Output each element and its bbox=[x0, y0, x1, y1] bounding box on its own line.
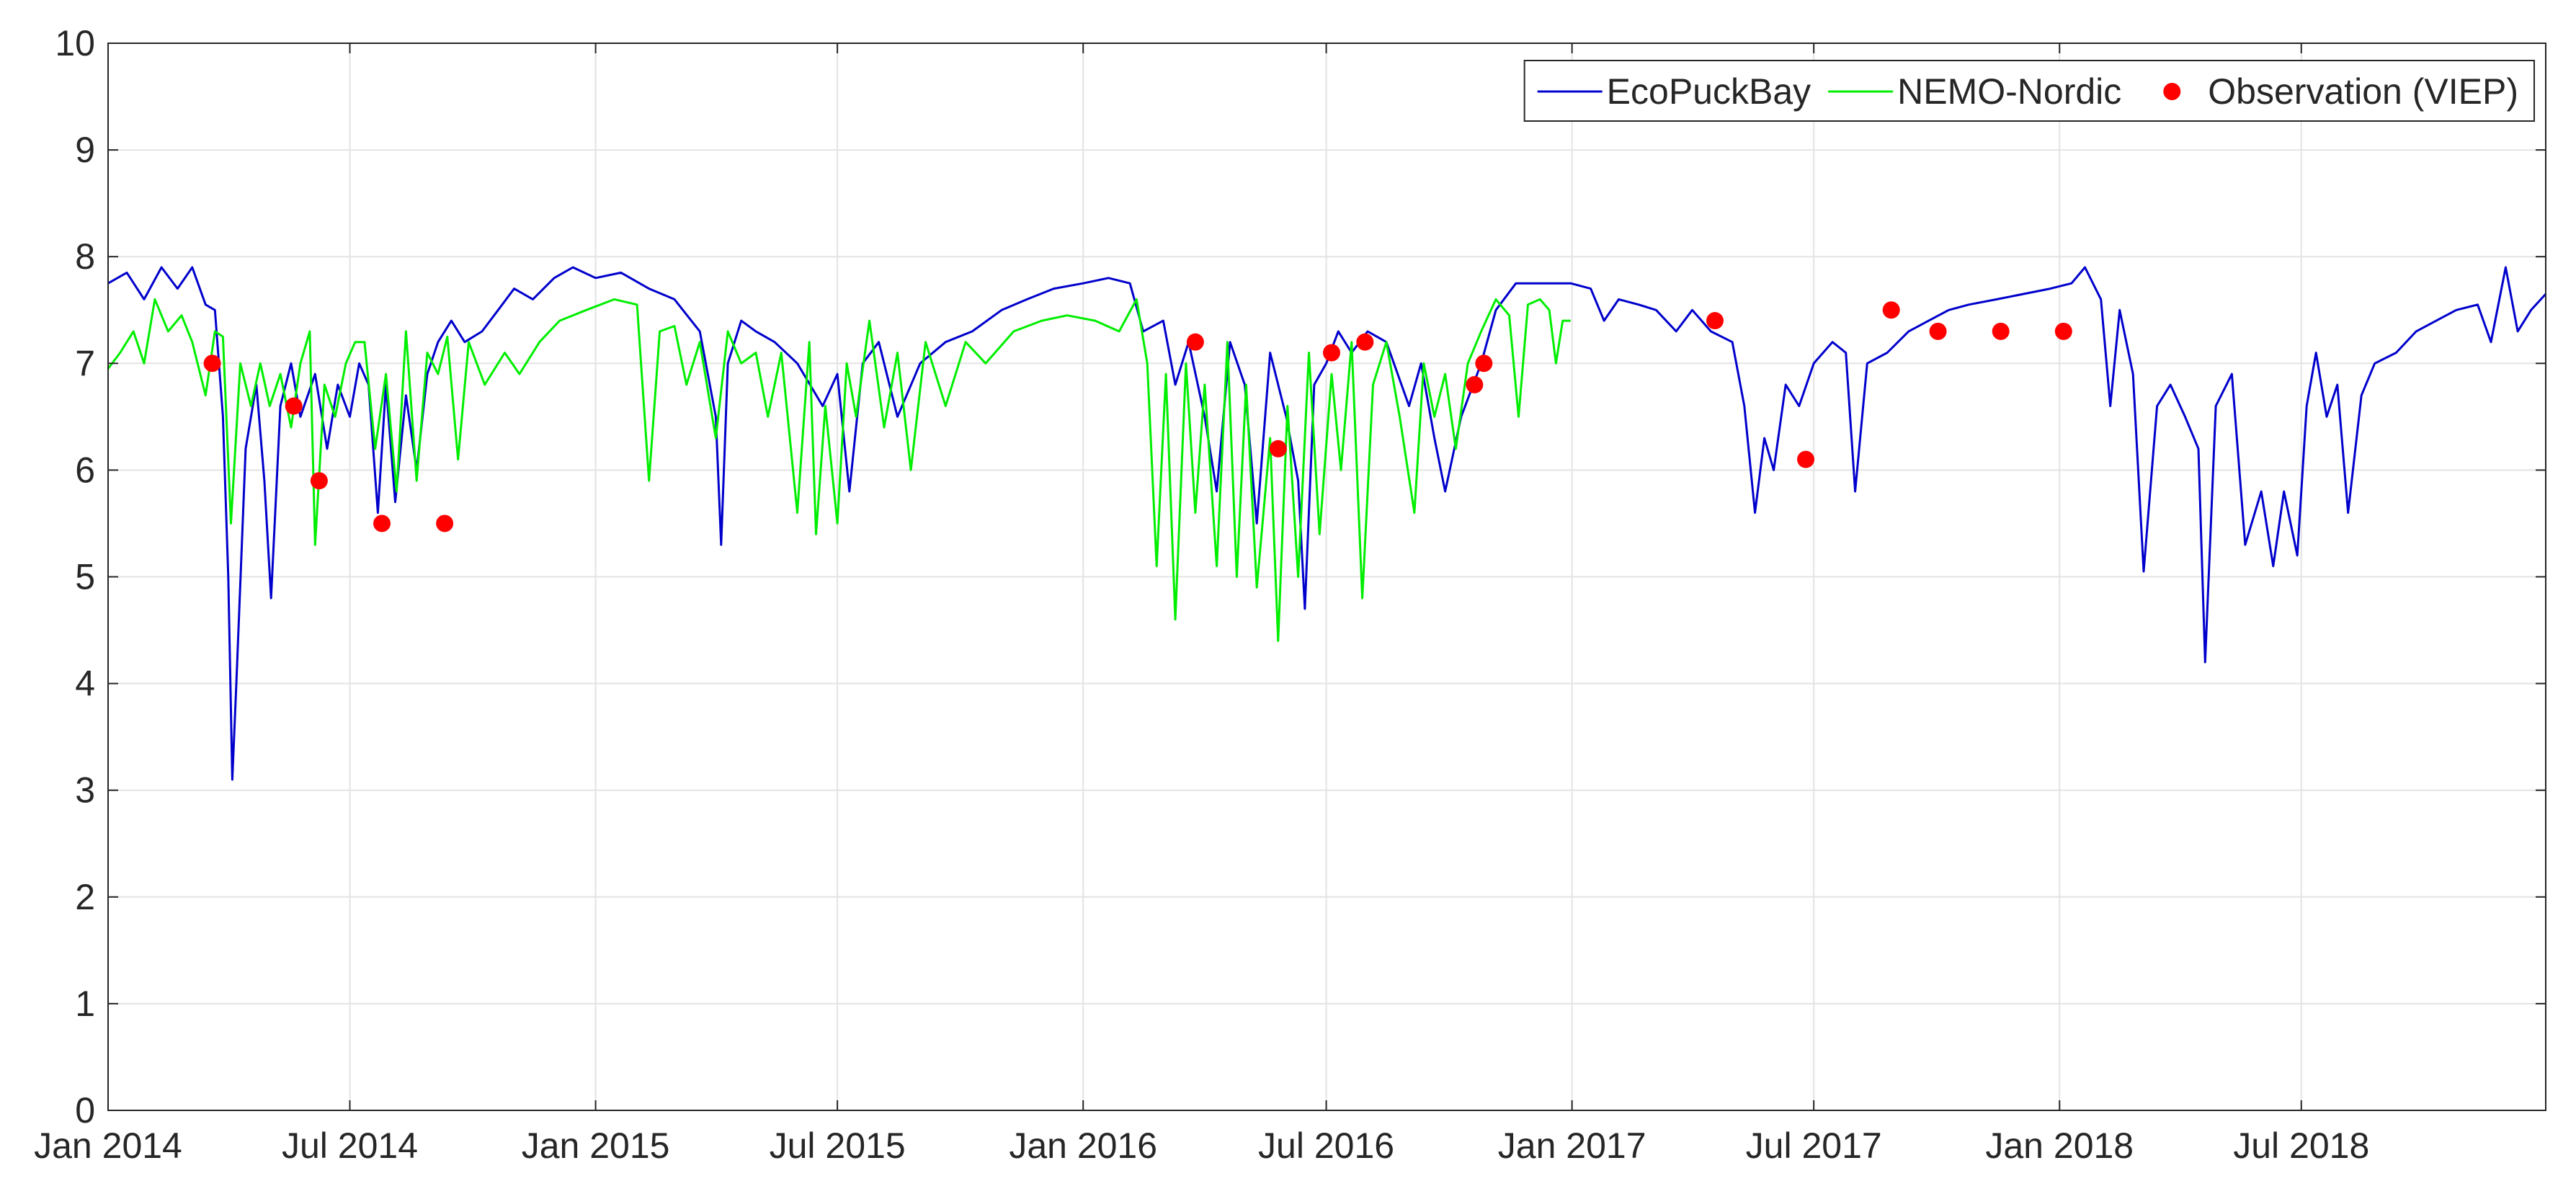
observation-point bbox=[2054, 322, 2072, 340]
legend-label: EcoPuckBay bbox=[1607, 71, 1811, 112]
observation-point bbox=[373, 514, 391, 532]
observation-point bbox=[1269, 440, 1287, 458]
y-tick-label: 2 bbox=[75, 877, 95, 917]
legend: EcoPuckBay NEMO-Nordic Observation (VIEP) bbox=[1523, 60, 2535, 122]
x-tick-label: Jul 2017 bbox=[1746, 1126, 1882, 1166]
observation-point bbox=[1882, 301, 1900, 319]
observation-point bbox=[1186, 333, 1204, 351]
y-tick-label: 5 bbox=[75, 557, 95, 597]
y-tick-label: 4 bbox=[75, 664, 95, 704]
observation-point bbox=[1797, 450, 1815, 468]
observation-point bbox=[1466, 375, 1484, 393]
observation-point bbox=[203, 355, 221, 373]
y-tick-label: 1 bbox=[75, 984, 95, 1024]
legend-swatch bbox=[2163, 83, 2181, 100]
observation-point bbox=[436, 514, 454, 532]
y-tick-label: 3 bbox=[75, 770, 95, 811]
series-line-ecopuckbay bbox=[107, 266, 2547, 781]
x-tick-label: Jul 2016 bbox=[1258, 1126, 1394, 1166]
y-tick-label: 8 bbox=[75, 236, 95, 277]
x-tick-label: Jan 2016 bbox=[1009, 1126, 1157, 1166]
legend-item-nemo-nordic: NEMO-Nordic bbox=[1828, 71, 2121, 112]
x-tick-label: Jan 2015 bbox=[522, 1126, 670, 1166]
observation-point bbox=[1322, 344, 1340, 362]
observation-point bbox=[1475, 355, 1493, 373]
observation-point bbox=[310, 472, 328, 490]
y-tick-label: 10 bbox=[55, 23, 95, 63]
x-tick-label: Jan 2014 bbox=[34, 1126, 182, 1166]
y-tick-label: 9 bbox=[75, 130, 95, 170]
series-line-nemo-nordic bbox=[107, 298, 1571, 642]
tick-layer: 0 1 2 3 4 5 6 7 8 9 10 Jan 2014 Jul 2014 Jan 2015 Jul … bbox=[34, 23, 2546, 1166]
legend-label: NEMO-Nordic bbox=[1897, 71, 2121, 112]
legend-box bbox=[1523, 60, 2535, 122]
x-tick-label: Jul 2015 bbox=[770, 1126, 906, 1166]
y-tick-label: 6 bbox=[75, 450, 95, 490]
legend-label: Observation (VIEP) bbox=[2208, 71, 2518, 112]
observation-point bbox=[1992, 322, 2010, 340]
y-tick-label: 0 bbox=[75, 1090, 95, 1131]
observation-point bbox=[285, 397, 303, 415]
x-tick-label: Jan 2018 bbox=[1985, 1126, 2134, 1166]
x-tick-label: Jul 2018 bbox=[2233, 1126, 2369, 1166]
observation-point bbox=[1356, 333, 1374, 351]
observation-point bbox=[1706, 312, 1724, 330]
y-tick-label: 7 bbox=[75, 343, 95, 383]
legend-item-ecopuckbay: EcoPuckBay bbox=[1537, 71, 1811, 112]
observation-point bbox=[1929, 322, 1947, 340]
legend-item-observation-viep: Observation (VIEP) bbox=[2163, 71, 2518, 112]
series-layer bbox=[107, 266, 2547, 781]
x-tick-label: Jul 2014 bbox=[282, 1126, 418, 1166]
x-tick-label: Jan 2017 bbox=[1498, 1126, 1646, 1166]
